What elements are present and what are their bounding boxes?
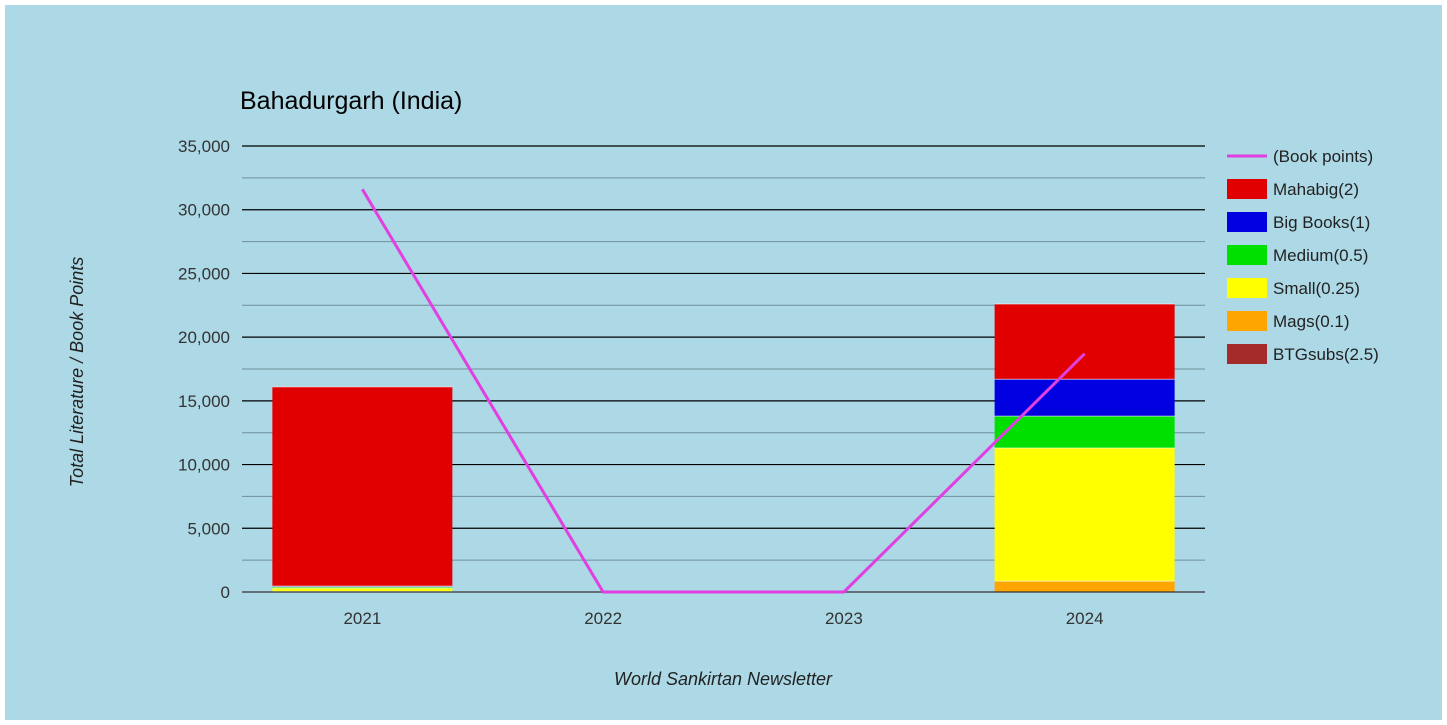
legend-label: Mahabig(2) [1273, 180, 1359, 199]
legend-item: Mahabig(2) [1227, 179, 1359, 199]
bar-segment [994, 304, 1175, 380]
legend-color-swatch [1227, 344, 1267, 364]
bar-segment [272, 386, 453, 587]
legend-label: Big Books(1) [1273, 213, 1370, 232]
bar-segment [994, 416, 1175, 449]
chart-title: Bahadurgarh (India) [240, 87, 462, 115]
chart-svg: Bahadurgarh (India) 0 5,000 10,000 15,000 20… [67, 87, 1379, 689]
legend-color-swatch [1227, 179, 1267, 199]
y-tick-label: 35,000 [178, 137, 230, 156]
legend-label: BTGsubs(2.5) [1273, 345, 1379, 364]
legend-item: Medium(0.5) [1227, 245, 1368, 265]
x-tick-label: 2021 [343, 609, 381, 628]
bar-segment [994, 448, 1175, 582]
bars [272, 303, 1175, 592]
y-axis-label: Total Literature / Book Points [67, 257, 87, 487]
chart-frame: Bahadurgarh (India) 0 5,000 10,000 15,000 20… [5, 5, 1442, 720]
legend-item: (Book points) [1227, 147, 1373, 166]
y-tick-label: 10,000 [178, 456, 230, 475]
legend-item: Big Books(1) [1227, 212, 1370, 232]
y-tick-label: 0 [221, 583, 230, 602]
y-axis-ticks: 0 5,000 10,000 15,000 20,000 25,000 30,000 35,0… [178, 137, 230, 602]
legend-color-swatch [1227, 278, 1267, 298]
legend-item: Mags(0.1) [1227, 311, 1350, 331]
legend-label: Mags(0.1) [1273, 312, 1350, 331]
legend-item: BTGsubs(2.5) [1227, 344, 1379, 364]
legend-label: (Book points) [1273, 147, 1373, 166]
bar-segment [272, 588, 453, 592]
bar-segment [272, 586, 453, 589]
y-tick-label: 30,000 [178, 201, 230, 220]
bar-segment [994, 379, 1175, 417]
legend-color-swatch [1227, 311, 1267, 331]
y-tick-label: 5,000 [187, 519, 230, 538]
book-points-series-line [361, 188, 1086, 594]
legend-label: Small(0.25) [1273, 279, 1360, 298]
x-tick-label: 2022 [584, 609, 622, 628]
bar-segment [994, 581, 1175, 592]
gridlines [242, 145, 1205, 561]
y-tick-label: 25,000 [178, 264, 230, 283]
x-tick-label: 2024 [1066, 609, 1104, 628]
legend: (Book points) Mahabig(2) Big Books(1) Mediu… [1227, 147, 1379, 364]
book-points-line [361, 188, 1086, 594]
legend-color-swatch [1227, 212, 1267, 232]
y-tick-label: 15,000 [178, 392, 230, 411]
legend-label: Medium(0.5) [1273, 246, 1368, 265]
legend-color-swatch [1227, 245, 1267, 265]
x-axis-ticks: 2021 2022 2023 2024 [343, 609, 1103, 628]
x-tick-label: 2023 [825, 609, 863, 628]
y-tick-label: 20,000 [178, 328, 230, 347]
x-axis-label: World Sankirtan Newsletter [614, 669, 833, 689]
legend-item: Small(0.25) [1227, 278, 1360, 298]
